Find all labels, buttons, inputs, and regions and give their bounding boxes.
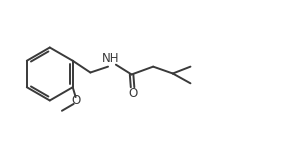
- Text: NH: NH: [102, 52, 120, 65]
- Text: O: O: [71, 95, 80, 107]
- Text: O: O: [128, 87, 137, 100]
